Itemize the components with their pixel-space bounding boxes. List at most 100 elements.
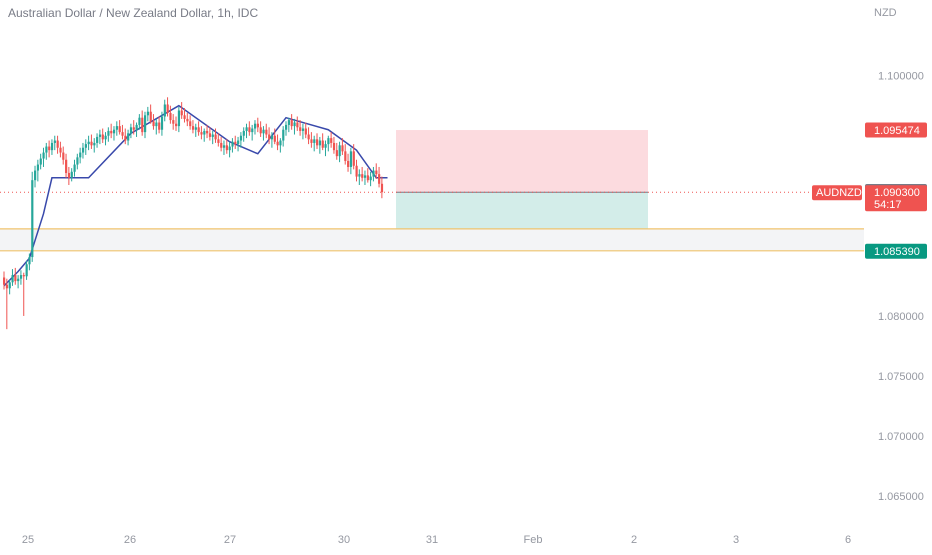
price-tick-label: 1.080000 — [878, 311, 924, 323]
candle-body — [363, 175, 367, 178]
candle-body — [251, 128, 254, 133]
candle-body — [341, 145, 344, 152]
candle-body — [56, 140, 59, 148]
candle-body — [149, 111, 152, 122]
candle-body — [279, 140, 282, 146]
price-axis[interactable]: 1.100000 1.080000 1.075000 1.070000 1.065000 — [878, 71, 924, 504]
last-price-badge-text: 1.090300 — [874, 187, 920, 199]
candle-body — [352, 151, 355, 166]
candle-body — [211, 134, 214, 137]
candle-body — [118, 126, 121, 133]
candle-body — [194, 127, 197, 130]
candle-body — [214, 134, 217, 140]
countdown-text: 54:17 — [874, 199, 902, 211]
candle-body — [84, 144, 87, 148]
candle-body — [259, 127, 262, 134]
candle-body — [25, 264, 28, 277]
candle-body — [366, 175, 369, 181]
pattern-drawing — [3, 104, 388, 287]
candle-body — [93, 142, 96, 146]
candle-body — [239, 135, 243, 141]
candle-body — [245, 127, 248, 131]
candle-body — [22, 275, 25, 277]
candle-body — [36, 164, 40, 171]
candle-body — [17, 278, 20, 282]
candle-body — [175, 123, 178, 127]
candle-body — [166, 104, 169, 113]
chart-title: Australian Dollar / New Zealand Dollar, … — [8, 6, 258, 20]
candle-body — [96, 136, 99, 143]
candle-body — [5, 284, 9, 289]
candle-body — [172, 120, 175, 124]
position-zones — [396, 130, 648, 252]
candle-body — [3, 277, 6, 285]
candle-body — [28, 257, 31, 265]
candle-body — [318, 140, 322, 146]
candle-body — [344, 151, 347, 161]
candle-body — [316, 139, 319, 146]
candle-body — [268, 134, 271, 140]
candle-body — [76, 157, 79, 165]
candle-body — [206, 130, 209, 134]
stop-loss-zone — [396, 130, 648, 193]
candle-body — [361, 174, 364, 178]
candlestick-series — [3, 97, 384, 330]
candle-body — [160, 116, 164, 130]
candle-body — [301, 128, 305, 131]
candle-body — [189, 121, 192, 127]
time-tick-label: 3 — [733, 534, 739, 546]
candle-body — [8, 282, 11, 289]
candle-body — [87, 141, 90, 145]
candle-body — [48, 146, 51, 151]
candle-body — [253, 123, 257, 129]
price-tick-label: 1.070000 — [878, 431, 924, 443]
candle-body — [110, 130, 113, 134]
stop-price-badge-bg — [865, 122, 927, 138]
candle-body — [183, 115, 186, 119]
time-tick-label: 27 — [224, 534, 236, 546]
candle-body — [237, 140, 240, 145]
candle-body — [276, 141, 279, 146]
candle-body — [355, 165, 358, 177]
candle-body — [144, 115, 147, 133]
price-tick-label: 1.100000 — [878, 71, 924, 83]
time-tick-label: 26 — [124, 534, 136, 546]
candle-body — [127, 133, 130, 141]
candle-body — [234, 141, 237, 145]
time-tick-label: 25 — [22, 534, 34, 546]
candle-body — [158, 122, 161, 130]
candle-body — [39, 158, 42, 165]
candle-body — [197, 127, 200, 133]
candle-body — [112, 129, 116, 134]
candle-body — [313, 139, 316, 143]
candle-body — [141, 117, 144, 133]
time-axis[interactable]: 25 26 27 30 31 Feb 2 3 6 — [22, 534, 851, 546]
candle-body — [347, 160, 350, 167]
pattern-zigzag-line — [3, 104, 388, 287]
candle-body — [349, 151, 353, 167]
candle-body — [296, 122, 299, 128]
candle-body — [332, 142, 336, 151]
time-tick-label: Feb — [524, 534, 543, 546]
time-tick-label: 6 — [845, 534, 851, 546]
candle-body — [59, 147, 62, 153]
candle-body — [208, 133, 212, 137]
candle-body — [50, 142, 54, 151]
candle-body — [81, 147, 85, 153]
candle-body — [62, 152, 65, 160]
candle-body — [191, 126, 195, 130]
candle-body — [155, 122, 158, 127]
price-tick-label: 1.065000 — [878, 491, 924, 503]
candle-body — [31, 180, 34, 258]
candle-body — [14, 275, 17, 282]
candle-body — [293, 122, 296, 127]
candle-body — [45, 146, 48, 153]
candle-body — [369, 176, 372, 181]
candle-body — [101, 134, 104, 140]
candle-body — [163, 104, 166, 117]
candle-body — [290, 120, 293, 127]
candle-body — [321, 140, 324, 148]
candle-body — [138, 117, 141, 125]
